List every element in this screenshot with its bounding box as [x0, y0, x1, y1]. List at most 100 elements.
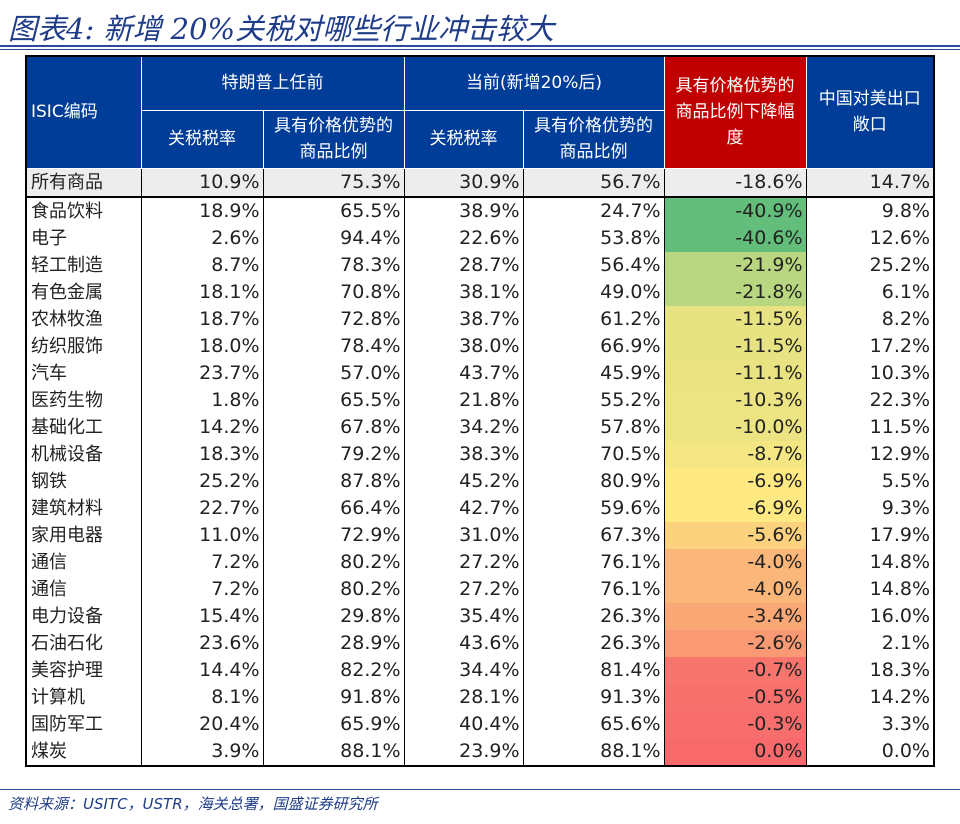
table-row: 美容护理 14.4% 82.2% 34.4% 81.4% -0.7% 18.3%: [25, 656, 935, 684]
table-row: 基础化工 14.2% 67.8% 34.2% 57.8% -10.0% 11.5%: [25, 413, 935, 441]
tariff-now-cell: 22.6%: [403, 224, 524, 252]
tariff-now-cell: 34.4%: [403, 656, 524, 684]
export-exposure-cell: 22.3%: [805, 386, 935, 414]
table-row: 煤炭 3.9% 88.1% 23.9% 88.1% 0.0% 0.0%: [25, 737, 935, 766]
share-decline-cell: 0.0%: [663, 737, 807, 766]
share-before-cell: 88.1%: [262, 737, 405, 766]
share-decline-cell: -2.6%: [663, 629, 807, 657]
industry-name-cell: 所有商品: [25, 167, 142, 198]
industry-name-cell: 石油石化: [25, 629, 142, 657]
export-exposure-cell: 14.8%: [805, 575, 935, 603]
header-decline: 具有价格优势的商品比例下降幅度: [663, 55, 807, 169]
industry-name-cell: 建筑材料: [25, 494, 142, 522]
share-before-cell: 65.5%: [262, 196, 405, 225]
tariff-now-cell: 21.8%: [403, 386, 524, 414]
header-share-before: 具有价格优势的商品比例: [262, 109, 405, 169]
tariff-now-cell: 27.2%: [403, 548, 524, 576]
table-row: 有色金属 18.1% 70.8% 38.1% 49.0% -21.8% 6.1%: [25, 278, 935, 306]
export-exposure-cell: 10.3%: [805, 359, 935, 387]
industry-name-cell: 电子: [25, 224, 142, 252]
share-before-cell: 75.3%: [262, 167, 405, 198]
export-exposure-cell: 12.9%: [805, 440, 935, 468]
share-decline-cell: -5.6%: [663, 521, 807, 549]
source-rule: [0, 789, 960, 790]
table-row: 计算机 8.1% 91.8% 28.1% 91.3% -0.5% 14.2%: [25, 683, 935, 711]
tariff-before-cell: 10.9%: [140, 167, 264, 198]
share-decline-cell: -21.8%: [663, 278, 807, 306]
share-decline-cell: -40.6%: [663, 224, 807, 252]
table-row: 通信 7.2% 80.2% 27.2% 76.1% -4.0% 14.8%: [25, 575, 935, 603]
table-row: 食品饮料 18.9% 65.5% 38.9% 24.7% -40.9% 9.8%: [25, 196, 935, 225]
share-decline-cell: -18.6%: [663, 167, 807, 198]
export-exposure-cell: 9.8%: [805, 196, 935, 225]
share-decline-cell: -4.0%: [663, 548, 807, 576]
share-now-cell: 55.2%: [522, 386, 665, 414]
table-row: 纺织服饰 18.0% 78.4% 38.0% 66.9% -11.5% 17.2%: [25, 332, 935, 360]
export-exposure-cell: 11.5%: [805, 413, 935, 441]
industry-name-cell: 钢铁: [25, 467, 142, 495]
header-current: 当前(新增20%后): [403, 55, 665, 111]
table-row: 建筑材料 22.7% 66.4% 42.7% 59.6% -6.9% 9.3%: [25, 494, 935, 522]
share-before-cell: 79.2%: [262, 440, 405, 468]
share-now-cell: 65.6%: [522, 710, 665, 738]
source-note: 资料来源：USITC，USTR，海关总署，国盛证券研究所: [8, 795, 378, 813]
share-decline-cell: -0.5%: [663, 683, 807, 711]
table-row: 家用电器 11.0% 72.9% 31.0% 67.3% -5.6% 17.9%: [25, 521, 935, 549]
tariff-before-cell: 15.4%: [140, 602, 264, 630]
share-before-cell: 80.2%: [262, 548, 405, 576]
table-row: 轻工制造 8.7% 78.3% 28.7% 56.4% -21.9% 25.2%: [25, 251, 935, 279]
share-now-cell: 56.7%: [522, 167, 665, 198]
share-now-cell: 76.1%: [522, 548, 665, 576]
share-before-cell: 70.8%: [262, 278, 405, 306]
share-now-cell: 45.9%: [522, 359, 665, 387]
export-exposure-cell: 16.0%: [805, 602, 935, 630]
share-decline-cell: -0.3%: [663, 710, 807, 738]
tariff-now-cell: 38.1%: [403, 278, 524, 306]
share-now-cell: 49.0%: [522, 278, 665, 306]
table-row: 电力设备 15.4% 29.8% 35.4% 26.3% -3.4% 16.0%: [25, 602, 935, 630]
industry-name-cell: 煤炭: [25, 737, 142, 766]
share-before-cell: 91.8%: [262, 683, 405, 711]
industry-name-cell: 机械设备: [25, 440, 142, 468]
tariff-before-cell: 1.8%: [140, 386, 264, 414]
industry-name-cell: 医药生物: [25, 386, 142, 414]
export-exposure-cell: 3.3%: [805, 710, 935, 738]
tariff-now-cell: 42.7%: [403, 494, 524, 522]
industry-name-cell: 食品饮料: [25, 196, 142, 225]
tariff-now-cell: 40.4%: [403, 710, 524, 738]
tariff-before-cell: 11.0%: [140, 521, 264, 549]
share-before-cell: 80.2%: [262, 575, 405, 603]
share-before-cell: 29.8%: [262, 602, 405, 630]
table-row: 石油石化 23.6% 28.9% 43.6% 26.3% -2.6% 2.1%: [25, 629, 935, 657]
share-decline-cell: -3.4%: [663, 602, 807, 630]
header-before-trump: 特朗普上任前: [140, 55, 405, 111]
export-exposure-cell: 0.0%: [805, 737, 935, 766]
share-now-cell: 66.9%: [522, 332, 665, 360]
share-now-cell: 59.6%: [522, 494, 665, 522]
share-now-cell: 76.1%: [522, 575, 665, 603]
share-now-cell: 67.3%: [522, 521, 665, 549]
share-decline-cell: -6.9%: [663, 467, 807, 495]
share-decline-cell: -11.5%: [663, 305, 807, 333]
tariff-before-cell: 18.9%: [140, 196, 264, 225]
table-row: 农林牧渔 18.7% 72.8% 38.7% 61.2% -11.5% 8.2%: [25, 305, 935, 333]
tariff-before-cell: 25.2%: [140, 467, 264, 495]
export-exposure-cell: 5.5%: [805, 467, 935, 495]
share-before-cell: 87.8%: [262, 467, 405, 495]
share-now-cell: 88.1%: [522, 737, 665, 766]
tariff-before-cell: 7.2%: [140, 548, 264, 576]
industry-name-cell: 基础化工: [25, 413, 142, 441]
share-before-cell: 72.9%: [262, 521, 405, 549]
industry-name-cell: 有色金属: [25, 278, 142, 306]
share-now-cell: 81.4%: [522, 656, 665, 684]
share-before-cell: 78.4%: [262, 332, 405, 360]
tariff-before-cell: 18.3%: [140, 440, 264, 468]
industry-name-cell: 纺织服饰: [25, 332, 142, 360]
tariff-before-cell: 18.7%: [140, 305, 264, 333]
share-before-cell: 72.8%: [262, 305, 405, 333]
tariff-before-cell: 22.7%: [140, 494, 264, 522]
share-now-cell: 24.7%: [522, 196, 665, 225]
tariff-before-cell: 8.1%: [140, 683, 264, 711]
share-before-cell: 28.9%: [262, 629, 405, 657]
share-decline-cell: -11.5%: [663, 332, 807, 360]
